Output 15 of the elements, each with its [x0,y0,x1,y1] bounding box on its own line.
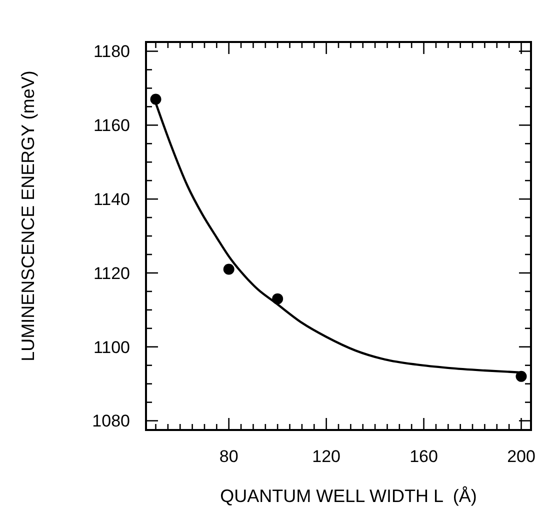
x-tick-label: 80 [219,447,238,466]
y-tick-label: 1180 [93,42,130,62]
x-axis-title: QUANTUM WELL WIDTH L (Å) [220,486,477,506]
y-axis-title: LUMINENSCENCE ENERGY (meV) [18,70,38,362]
x-tick-label: 160 [410,447,438,466]
point [223,264,234,275]
point [150,94,162,105]
point [516,370,527,382]
x-tick-label: 200 [507,447,536,466]
y-tick-label: 1100 [93,338,130,357]
y-tick-label: 1080 [92,412,130,431]
y-tick-label: 1140 [93,190,130,209]
y-tick-label: 1120 [93,264,130,283]
x-tick-label: 120 [312,447,341,466]
y-tick-label: 1160 [93,116,130,136]
